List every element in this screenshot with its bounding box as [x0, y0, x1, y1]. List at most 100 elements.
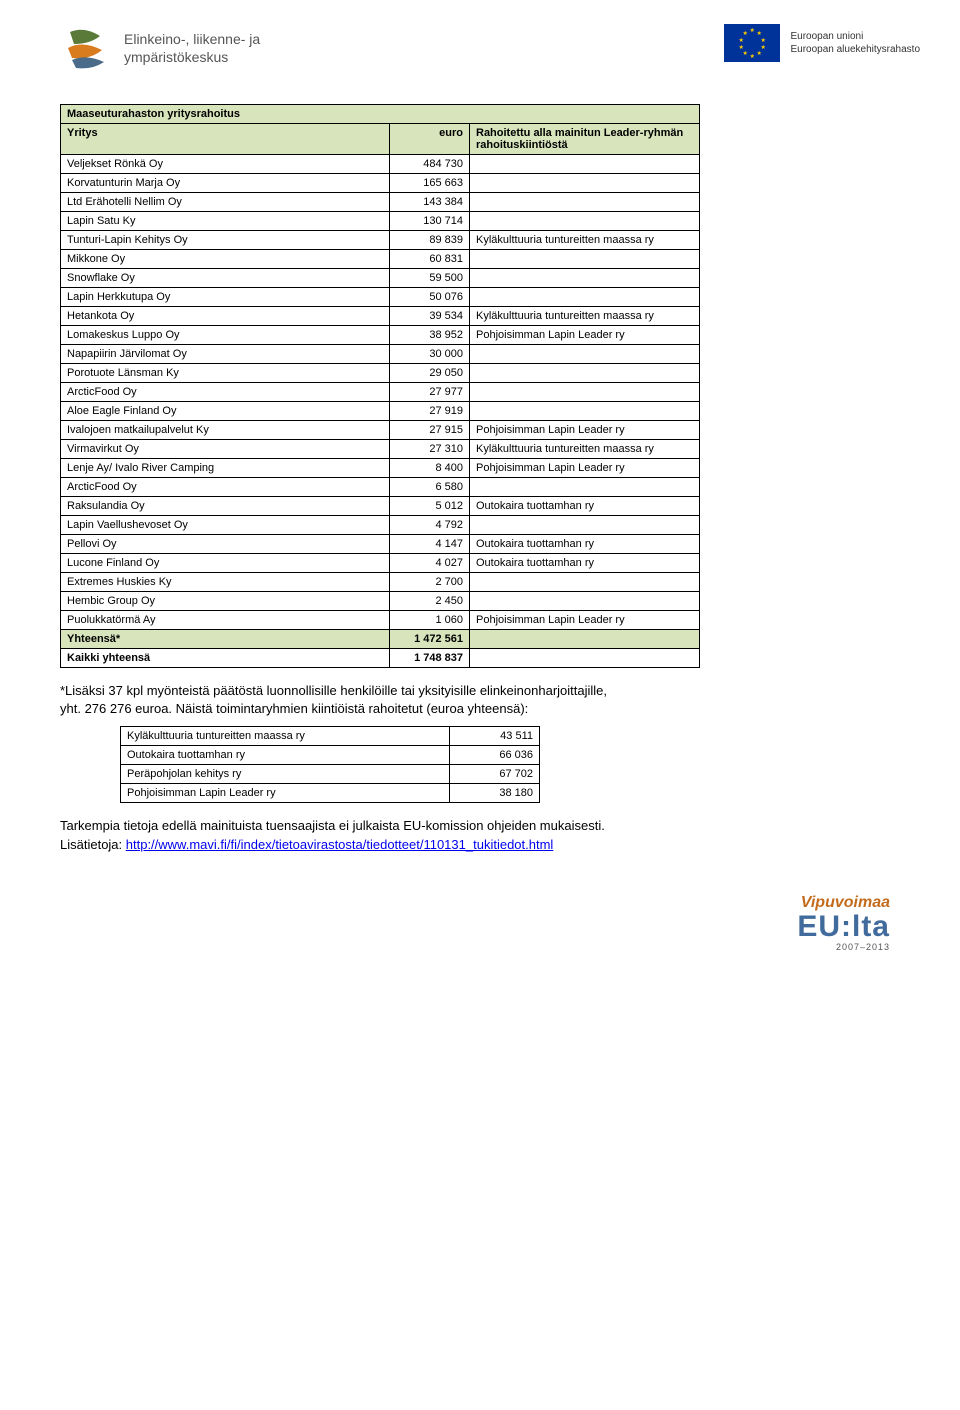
table-row: Lapin Vaellushevoset Oy4 792	[61, 516, 700, 535]
cell-note	[470, 288, 700, 307]
cell-note: Pohjoisimman Lapin Leader ry	[470, 326, 700, 345]
cell-company: Hembic Group Oy	[61, 592, 390, 611]
cell-note: Pohjoisimman Lapin Leader ry	[470, 421, 700, 440]
cell-company: Lucone Finland Oy	[61, 554, 390, 573]
cell-amount: 38 952	[390, 326, 470, 345]
cell-amount: 6 580	[390, 478, 470, 497]
cell-amount: 29 050	[390, 364, 470, 383]
closing-link[interactable]: http://www.mavi.fi/fi/index/tietoavirast…	[126, 837, 554, 852]
cell-note: Outokaira tuottamhan ry	[470, 535, 700, 554]
table-row: Puolukkatörmä Ay1 060Pohjoisimman Lapin …	[61, 611, 700, 630]
total-label: Yhteensä*	[61, 630, 390, 649]
cell-amount: 27 977	[390, 383, 470, 402]
cell-amount: 143 384	[390, 193, 470, 212]
funding-table: Maaseuturahaston yritysrahoitus Yritys e…	[60, 104, 700, 668]
footer-logo: Vipuvoimaa EU:lta 2007–2013	[60, 894, 920, 955]
cell-amount: 27 310	[390, 440, 470, 459]
cell-note	[470, 155, 700, 174]
cell-note	[470, 250, 700, 269]
table-row: Snowflake Oy59 500	[61, 269, 700, 288]
summary-value: 66 036	[450, 746, 540, 765]
cell-note	[470, 478, 700, 497]
cell-company: Tunturi-Lapin Kehitys Oy	[61, 231, 390, 250]
table-row: Virmavirkut Oy27 310Kyläkulttuuria tuntu…	[61, 440, 700, 459]
cell-amount: 8 400	[390, 459, 470, 478]
summary-row: Peräpohjolan kehitys ry67 702	[121, 765, 540, 784]
cell-company: Pellovi Oy	[61, 535, 390, 554]
summary-label: Pohjoisimman Lapin Leader ry	[121, 784, 450, 803]
summary-value: 38 180	[450, 784, 540, 803]
cell-amount: 30 000	[390, 345, 470, 364]
cell-note	[470, 174, 700, 193]
grand-value: 1 748 837	[390, 649, 470, 668]
summary-table: Kyläkulttuuria tuntureitten maassa ry43 …	[120, 726, 540, 803]
footnote-line2: yht. 276 276 euroa. Näistä toimintaryhmi…	[60, 701, 528, 716]
footnote-line1: *Lisäksi 37 kpl myönteistä päätöstä luon…	[60, 683, 607, 698]
eu-text: Euroopan unioni Euroopan aluekehitysraha…	[790, 30, 920, 56]
table-row: Tunturi-Lapin Kehitys Oy89 839Kyläkulttu…	[61, 231, 700, 250]
cell-note	[470, 269, 700, 288]
ely-logo-icon	[60, 24, 114, 74]
table-row: Veljekset Rönkä Oy484 730	[61, 155, 700, 174]
row-grand-total: Kaikki yhteensä 1 748 837	[61, 649, 700, 668]
cell-note	[470, 402, 700, 421]
summary-value: 43 511	[450, 727, 540, 746]
cell-note	[470, 364, 700, 383]
cell-amount: 39 534	[390, 307, 470, 326]
table-row: Ltd Erähotelli Nellim Oy143 384	[61, 193, 700, 212]
cell-company: Ltd Erähotelli Nellim Oy	[61, 193, 390, 212]
summary-label: Outokaira tuottamhan ry	[121, 746, 450, 765]
summary-label: Kyläkulttuuria tuntureitten maassa ry	[121, 727, 450, 746]
eu-flag-icon: ★ ★ ★ ★ ★ ★ ★ ★ ★ ★	[724, 24, 780, 62]
grand-label: Kaikki yhteensä	[61, 649, 390, 668]
cell-company: Napapiirin Järvilomat Oy	[61, 345, 390, 364]
logo-left-text: Elinkeino-, liikenne- jaympäristökeskus	[124, 30, 260, 66]
cell-company: Ivalojoen matkailupalvelut Ky	[61, 421, 390, 440]
cell-company: Extremes Huskies Ky	[61, 573, 390, 592]
cell-note: Outokaira tuottamhan ry	[470, 554, 700, 573]
cell-company: Veljekset Rönkä Oy	[61, 155, 390, 174]
cell-company: Hetankota Oy	[61, 307, 390, 326]
cell-company: Snowflake Oy	[61, 269, 390, 288]
table-row: ArcticFood Oy27 977	[61, 383, 700, 402]
logo-left: Elinkeino-, liikenne- jaympäristökeskus	[60, 24, 260, 74]
cell-note	[470, 212, 700, 231]
logo-right: ★ ★ ★ ★ ★ ★ ★ ★ ★ ★ Euroopan unioni Euro…	[724, 24, 920, 62]
summary-value: 67 702	[450, 765, 540, 784]
table-row: Raksulandia Oy5 012Outokaira tuottamhan …	[61, 497, 700, 516]
cell-note	[470, 193, 700, 212]
cell-note: Pohjoisimman Lapin Leader ry	[470, 611, 700, 630]
cell-amount: 50 076	[390, 288, 470, 307]
cell-company: Korvatunturin Marja Oy	[61, 174, 390, 193]
cell-company: Porotuote Länsman Ky	[61, 364, 390, 383]
cell-company: Virmavirkut Oy	[61, 440, 390, 459]
cell-amount: 59 500	[390, 269, 470, 288]
cell-amount: 4 027	[390, 554, 470, 573]
table-row: Mikkone Oy60 831	[61, 250, 700, 269]
cell-note: Outokaira tuottamhan ry	[470, 497, 700, 516]
cell-company: Lomakeskus Luppo Oy	[61, 326, 390, 345]
table-row: Lomakeskus Luppo Oy38 952Pohjoisimman La…	[61, 326, 700, 345]
table-row: Lapin Herkkutupa Oy50 076	[61, 288, 700, 307]
cell-company: Lapin Herkkutupa Oy	[61, 288, 390, 307]
cell-amount: 1 060	[390, 611, 470, 630]
summary-label: Peräpohjolan kehitys ry	[121, 765, 450, 784]
table-row: Hembic Group Oy2 450	[61, 592, 700, 611]
closing-text: Tarkempia tietoja edellä mainituista tue…	[60, 817, 840, 853]
cell-note	[470, 345, 700, 364]
cell-amount: 27 919	[390, 402, 470, 421]
col-note: Rahoitettu alla mainitun Leader-ryhmän r…	[470, 124, 700, 155]
cell-company: ArcticFood Oy	[61, 383, 390, 402]
cell-company: Lapin Vaellushevoset Oy	[61, 516, 390, 535]
page-header: Elinkeino-, liikenne- jaympäristökeskus …	[60, 24, 920, 74]
summary-row: Kyläkulttuuria tuntureitten maassa ry43 …	[121, 727, 540, 746]
total-value: 1 472 561	[390, 630, 470, 649]
cell-amount: 4 147	[390, 535, 470, 554]
eu-line2: Euroopan aluekehitysrahasto	[790, 43, 920, 56]
cell-note	[470, 516, 700, 535]
cell-company: Puolukkatörmä Ay	[61, 611, 390, 630]
cell-amount: 2 700	[390, 573, 470, 592]
table-title: Maaseuturahaston yritysrahoitus	[61, 105, 700, 124]
cell-amount: 5 012	[390, 497, 470, 516]
table-row: Ivalojoen matkailupalvelut Ky27 915Pohjo…	[61, 421, 700, 440]
